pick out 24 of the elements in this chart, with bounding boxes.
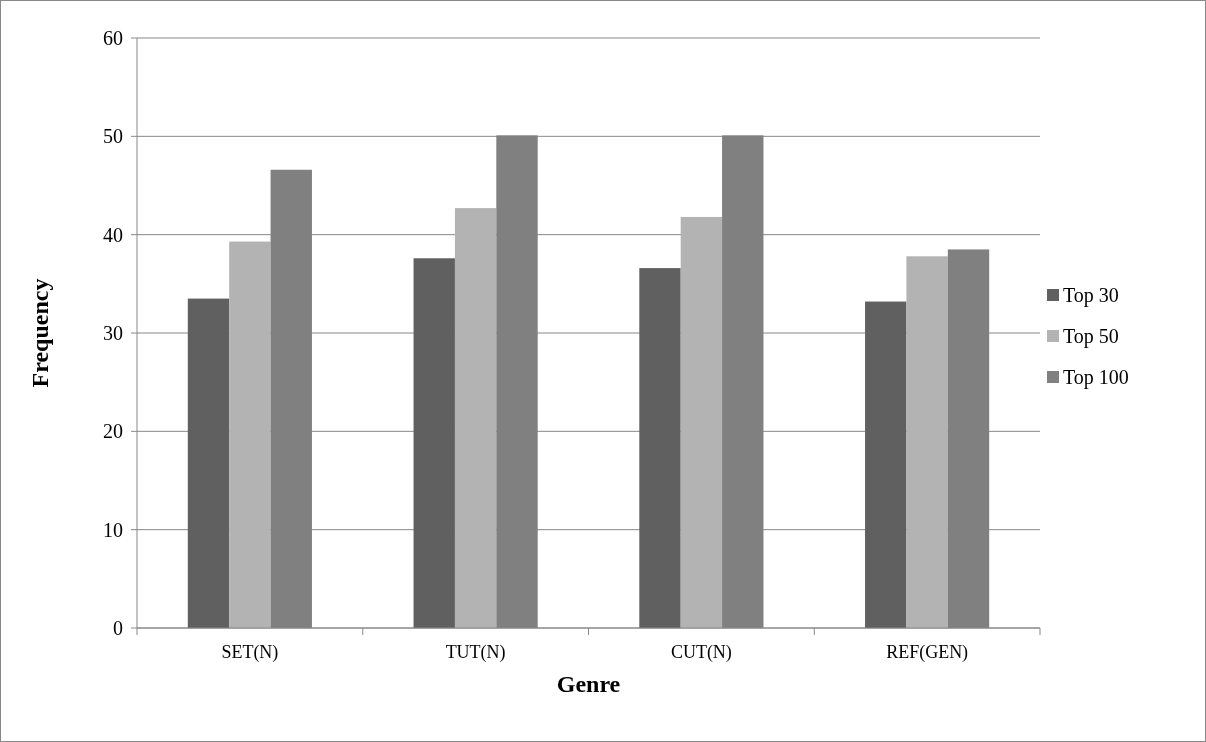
y-tick-label: 30 [103,322,123,344]
y-tick-label: 10 [103,518,123,541]
bar [865,301,907,628]
x-tick-label: REF(GEN) [886,642,969,663]
y-tick-label: 20 [103,420,123,443]
legend-label: Top 50 [1063,325,1119,348]
bar [680,216,723,628]
y-tick-label: 40 [103,223,123,246]
bar [454,208,497,628]
y-tick-label: 60 [103,27,123,49]
legend-label: Top 100 [1063,366,1129,389]
bar [229,241,271,628]
bar [187,298,230,628]
x-tick-label: CUT(N) [670,642,732,663]
bar [413,258,455,628]
x-tick-label: SET(N) [221,642,279,663]
legend-label: Top 30 [1063,284,1119,307]
y-tick-label: 50 [103,125,123,148]
x-axis-title: Genre [556,671,621,697]
bar [906,256,948,628]
y-tick-label: 0 [113,617,123,639]
y-axis-title: Frequency [27,278,53,388]
x-tick-label: TUT(N) [445,642,506,663]
bar [639,268,681,628]
